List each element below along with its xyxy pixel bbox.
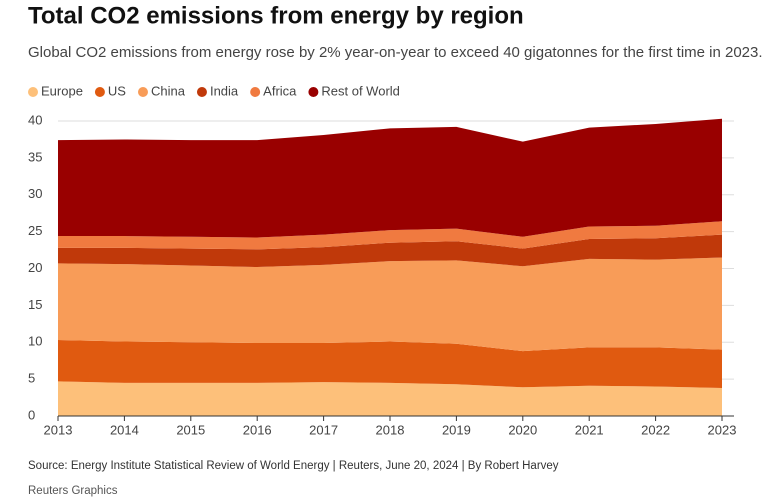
- legend-swatch: [94, 87, 105, 97]
- y-tick-label: 15: [28, 297, 42, 312]
- x-tick-label: 2022: [641, 422, 670, 437]
- area: [58, 221, 722, 250]
- legend-label: Rest of World: [321, 83, 400, 98]
- legend-swatch: [250, 87, 261, 97]
- chart-title: Total CO2 emissions from energy by regio…: [28, 2, 524, 29]
- legend-swatch: [196, 87, 207, 97]
- legend-swatch: [308, 87, 319, 97]
- legend-label: US: [108, 83, 126, 98]
- area: [58, 257, 722, 352]
- x-tick-label: 2021: [575, 422, 604, 437]
- legend-label: India: [210, 83, 239, 98]
- legend: Europe US China India Africa Rest of World: [28, 83, 400, 98]
- y-tick-label: 30: [28, 186, 42, 201]
- chart-subtitle: Global CO2 emissions from energy rose by…: [28, 44, 763, 61]
- legend-label: Europe: [41, 83, 83, 98]
- x-tick-label: 2018: [376, 422, 405, 437]
- legend-label: China: [151, 83, 186, 98]
- y-tick-label: 20: [28, 260, 42, 275]
- x-tick-label: 2017: [309, 422, 338, 437]
- x-tick-label: 2016: [243, 422, 272, 437]
- x-tick-label: 2015: [176, 422, 205, 437]
- x-tick-label: 2019: [442, 422, 471, 437]
- y-tick-label: 25: [28, 223, 42, 238]
- y-tick-label: 35: [28, 149, 42, 164]
- x-tick-label: 2020: [508, 422, 537, 437]
- credit: Reuters Graphics: [28, 485, 118, 497]
- area: [58, 340, 722, 388]
- area: [58, 234, 722, 268]
- y-tick-label: 0: [28, 407, 35, 422]
- area: [58, 381, 722, 416]
- source: Source: Energy Institute Statistical Rev…: [28, 460, 559, 472]
- x-tick-label: 2014: [110, 422, 139, 437]
- x-tick-label: 2013: [44, 422, 73, 437]
- y-tick-label: 40: [28, 112, 42, 127]
- y-tick-label: 5: [28, 371, 35, 386]
- y-tick-label: 10: [28, 334, 42, 349]
- x-tick-label: 2023: [708, 422, 737, 437]
- legend-swatch: [137, 87, 148, 97]
- legend-label: Africa: [263, 83, 297, 98]
- legend-swatch: [28, 87, 38, 97]
- area: [58, 118, 722, 238]
